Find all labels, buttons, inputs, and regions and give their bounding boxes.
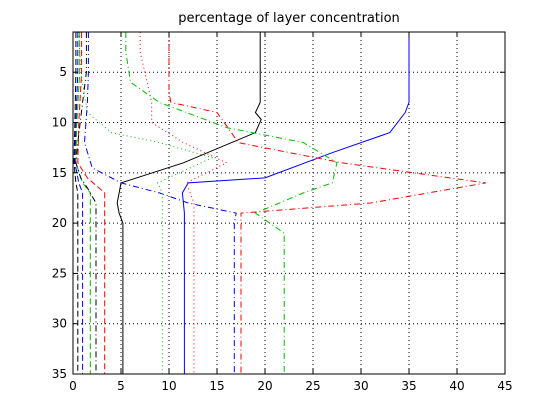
x-tick-label: 25 [305,379,320,393]
y-tick-label: 5 [59,65,67,79]
series-line-1 [181,32,410,374]
series-line-7 [78,32,214,374]
x-axis: 0 5 10 15 20 25 30 35 40 45 [69,32,513,393]
series-line-5 [83,32,237,374]
x-tick-label: 15 [209,379,224,393]
y-tick-label: 30 [52,317,67,331]
x-tick-label: 35 [401,379,416,393]
x-tick-label: 10 [161,379,176,393]
x-tick-label: 45 [497,379,512,393]
y-axis: 5 10 15 20 25 30 35 [52,65,505,381]
series-line-11 [74,32,84,374]
axes-box [72,31,506,375]
chart-title: percentage of layer concentration [178,11,400,26]
series-line-10 [75,32,97,374]
series-line-3 [168,32,486,374]
series-line-4 [125,32,338,374]
series-line-2 [116,32,262,374]
y-tick-label: 10 [52,116,67,130]
series-line-12 [73,32,79,374]
y-tick-label: 25 [52,266,67,280]
x-tick-label: 0 [69,379,77,393]
x-tick-label: 5 [117,379,125,393]
x-tick-label: 20 [257,379,272,393]
y-tick-label: 15 [52,166,67,180]
x-tick-label: 30 [353,379,368,393]
y-tick-label: 20 [52,216,67,230]
series-line-8 [77,32,106,374]
y-tick-label: 35 [52,367,67,381]
grid [73,32,505,374]
plot-area [73,32,486,374]
series-line-6 [139,32,228,374]
x-tick-label: 40 [449,379,464,393]
